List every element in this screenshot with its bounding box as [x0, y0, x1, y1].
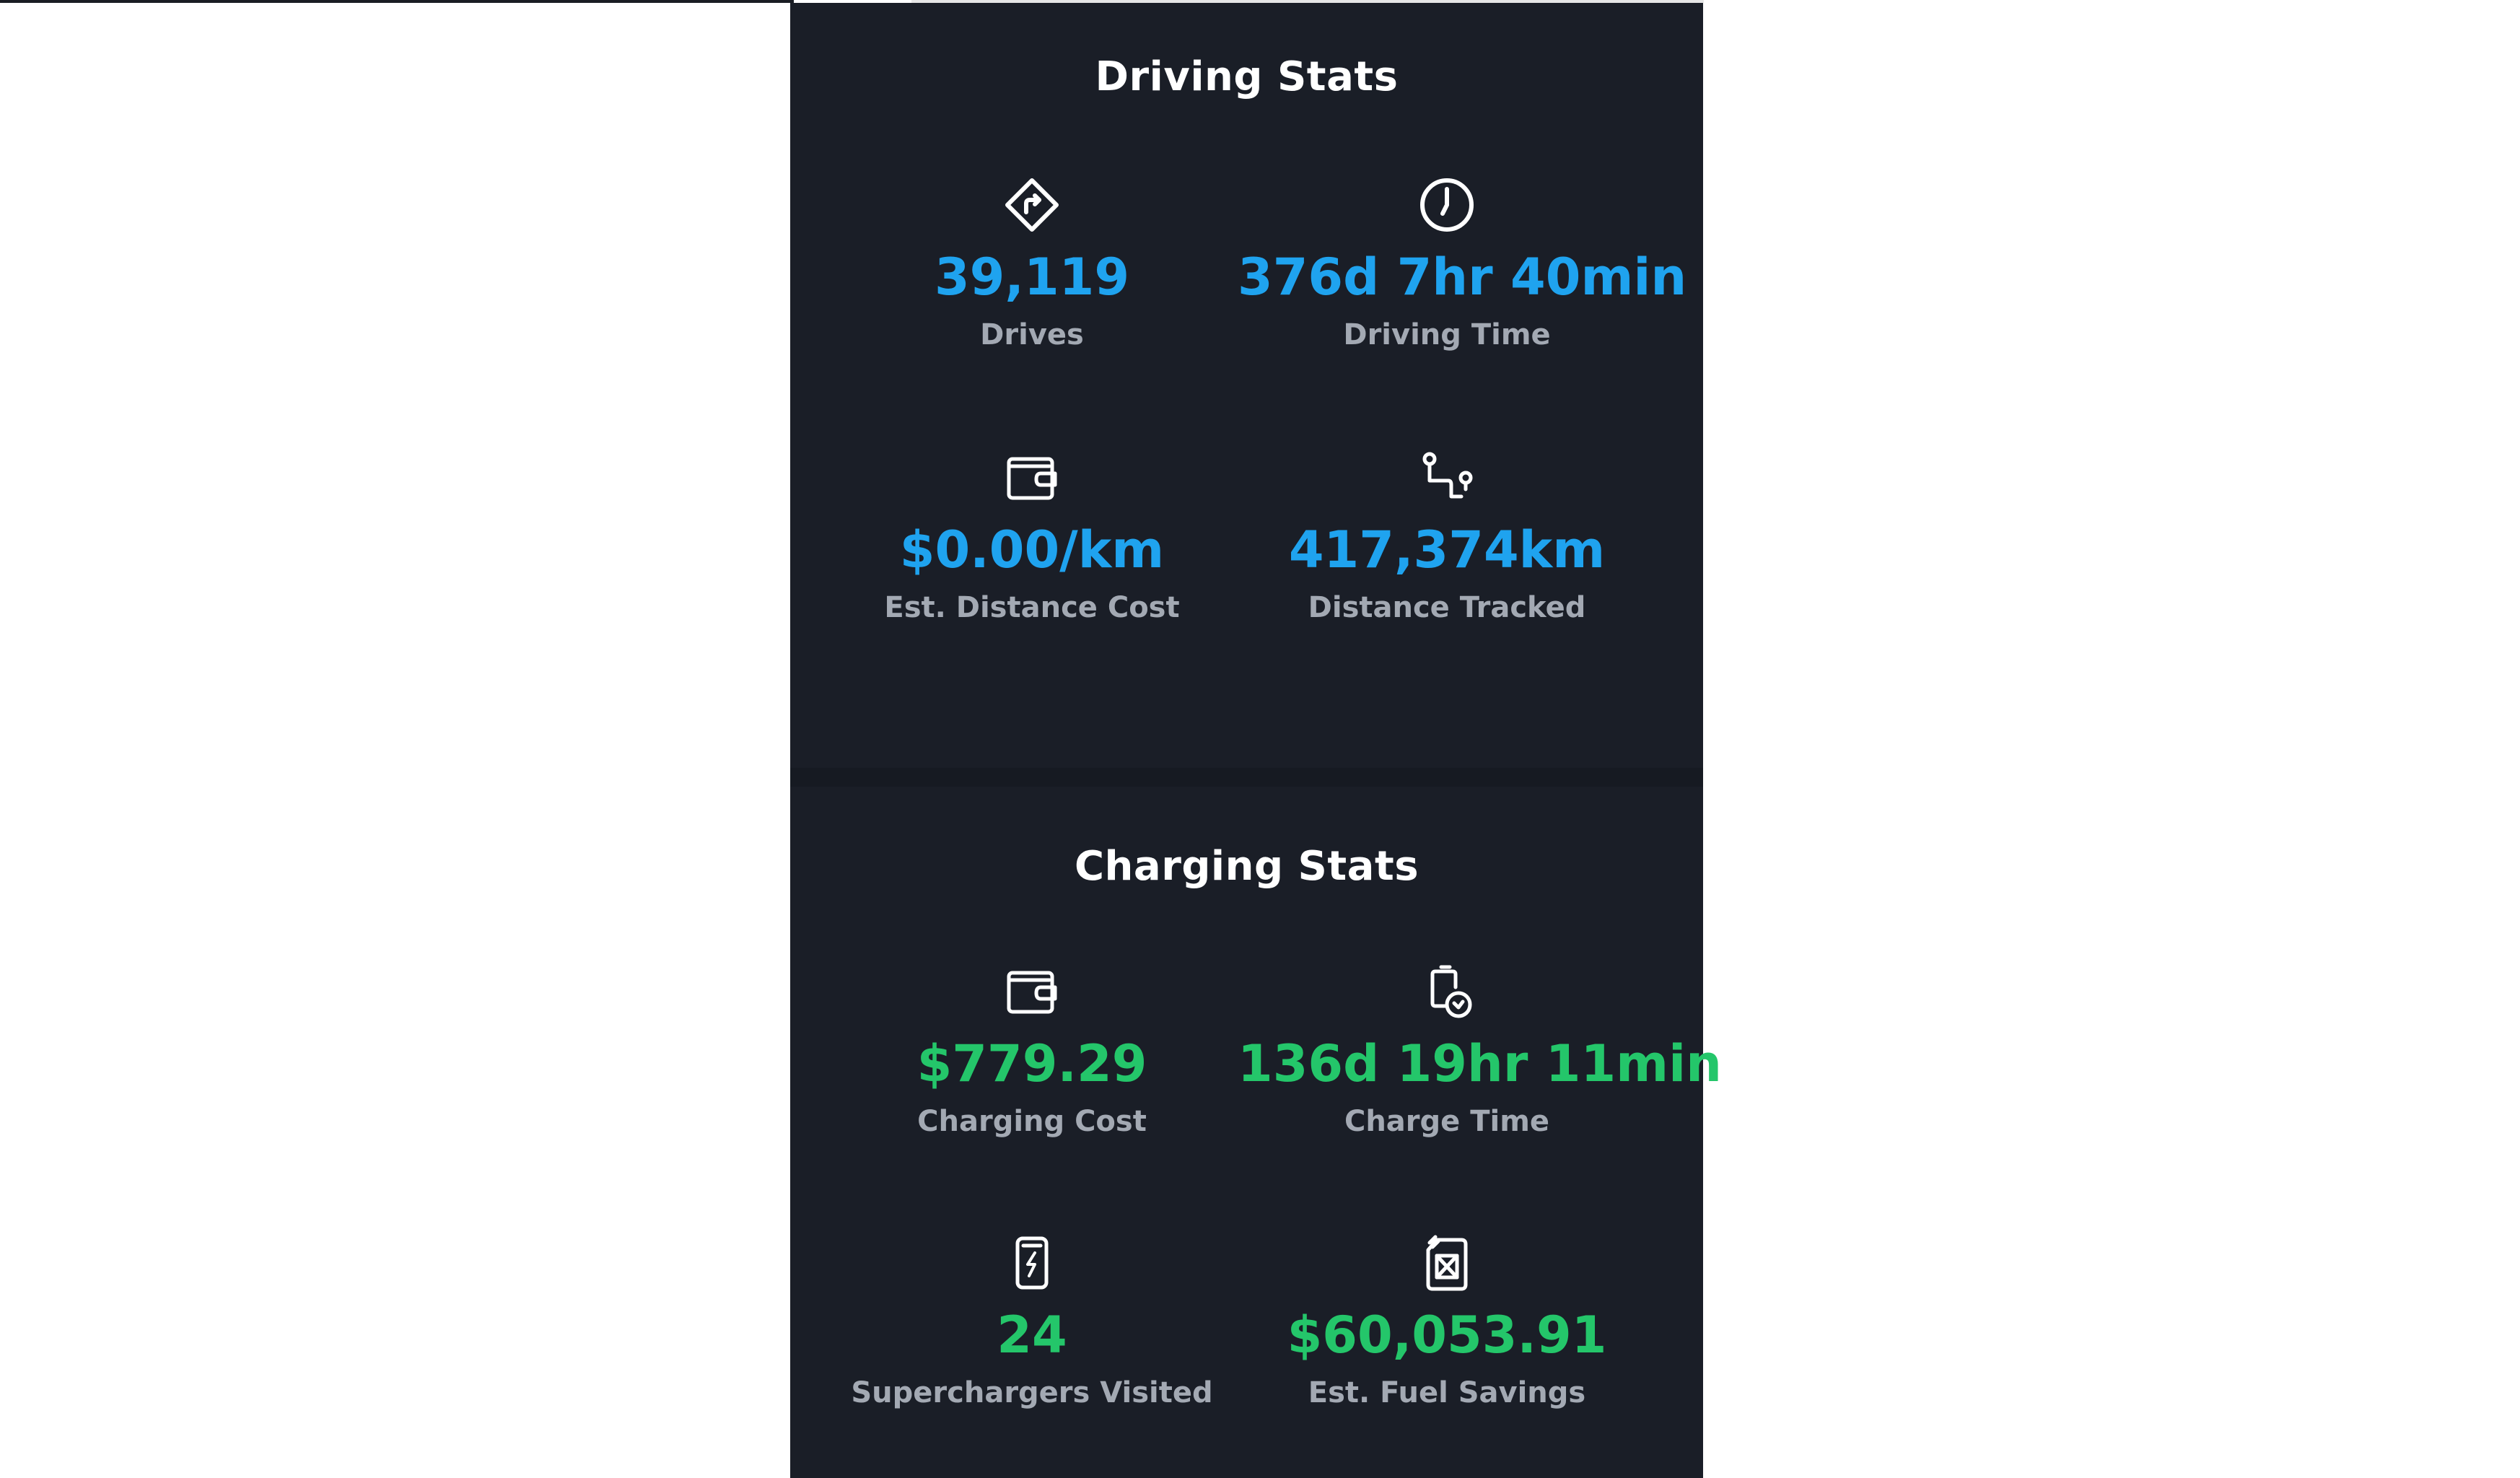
stat-driving-time: 376d 7hr 40min Driving Time: [1238, 176, 1687, 393]
driving-stats-section: Driving Stats 39,119 Drives 376d 7hr 40m…: [790, 3, 1703, 768]
charging-stats-section: Charging Stats $779.29 Charging Cost: [790, 787, 1722, 1478]
fuel-can-icon: [1418, 1234, 1476, 1292]
supercharger-icon: [1003, 1234, 1061, 1292]
stat-charge-time: 136d 19hr 11min Charge Time: [1238, 963, 1722, 1179]
stat-fuel-savings: $60,053.91 Est. Fuel Savings: [1238, 1234, 1656, 1451]
charging-stats-title: Charging Stats: [1074, 843, 1419, 890]
stat-charging-cost: $779.29 Charging Cost: [823, 963, 1241, 1179]
distance-tracked-label: Distance Tracked: [1308, 591, 1586, 624]
drives-label: Drives: [980, 318, 1084, 351]
driving-stats-title: Driving Stats: [1095, 53, 1399, 100]
stat-distance-cost: $0.00/km Est. Distance Cost: [823, 449, 1241, 665]
wallet-icon: [1003, 449, 1061, 507]
superchargers-visited-label: Superchargers Visited: [851, 1376, 1213, 1409]
section-divider: [790, 768, 1703, 787]
charge-time-value: 136d 19hr 11min: [1238, 1034, 1722, 1093]
fuel-savings-label: Est. Fuel Savings: [1308, 1376, 1586, 1409]
top-border-line: [0, 0, 794, 3]
battery-clock-icon: [1418, 963, 1476, 1020]
driving-time-value: 376d 7hr 40min: [1238, 248, 1687, 307]
clock-icon: [1418, 176, 1476, 234]
stat-superchargers-visited: 24 Superchargers Visited: [823, 1234, 1241, 1451]
road-sign-turn-icon: [1003, 176, 1061, 234]
distance-cost-label: Est. Distance Cost: [884, 591, 1180, 624]
drives-value: 39,119: [934, 248, 1130, 307]
superchargers-visited-value: 24: [997, 1306, 1067, 1365]
stat-drives: 39,119 Drives: [823, 176, 1241, 393]
charge-time-label: Charge Time: [1344, 1105, 1550, 1138]
stat-distance-tracked: 417,374km Distance Tracked: [1238, 449, 1656, 665]
driving-time-label: Driving Time: [1343, 318, 1551, 351]
route-icon: [1418, 449, 1476, 507]
stats-panel: Driving Stats 39,119 Drives 376d 7hr 40m…: [790, 3, 1722, 1478]
wallet-icon: [1003, 963, 1061, 1020]
charging-cost-value: $779.29: [916, 1034, 1147, 1093]
charging-cost-label: Charging Cost: [917, 1105, 1147, 1138]
distance-cost-value: $0.00/km: [899, 520, 1165, 580]
fuel-savings-value: $60,053.91: [1287, 1306, 1607, 1365]
distance-tracked-value: 417,374km: [1288, 520, 1606, 580]
top-border-line-light: [911, 0, 1704, 3]
